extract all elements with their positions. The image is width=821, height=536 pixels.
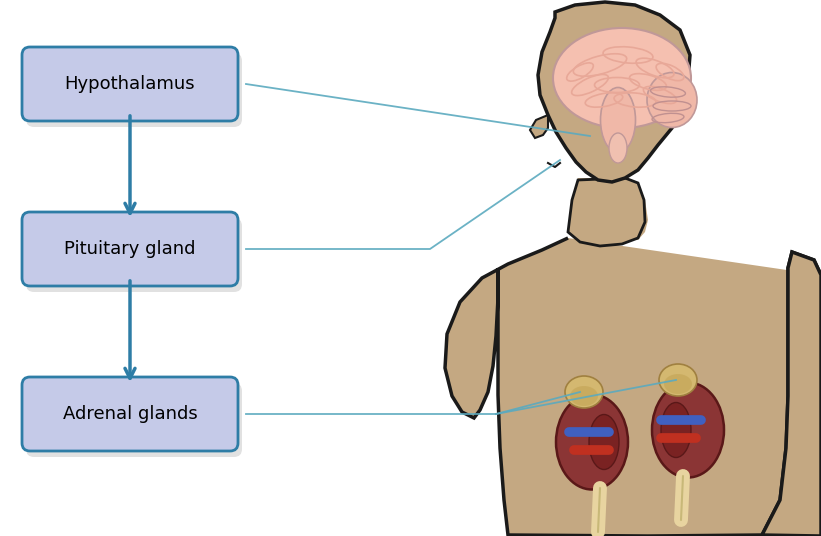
FancyBboxPatch shape <box>26 53 242 127</box>
FancyBboxPatch shape <box>22 47 238 121</box>
Text: Adrenal glands: Adrenal glands <box>62 405 197 423</box>
Polygon shape <box>568 178 645 246</box>
Polygon shape <box>570 178 648 240</box>
FancyBboxPatch shape <box>26 383 242 457</box>
Ellipse shape <box>664 374 692 394</box>
Ellipse shape <box>565 376 603 408</box>
Polygon shape <box>762 252 821 536</box>
Ellipse shape <box>589 414 619 470</box>
Polygon shape <box>538 2 690 182</box>
Ellipse shape <box>553 28 691 128</box>
Polygon shape <box>445 238 821 536</box>
Text: Hypothalamus: Hypothalamus <box>65 75 195 93</box>
Ellipse shape <box>556 394 628 489</box>
Text: Pituitary gland: Pituitary gland <box>64 240 195 258</box>
FancyBboxPatch shape <box>22 212 238 286</box>
Ellipse shape <box>661 403 691 458</box>
Ellipse shape <box>570 386 598 406</box>
Ellipse shape <box>652 383 724 478</box>
Ellipse shape <box>659 364 697 396</box>
FancyBboxPatch shape <box>22 377 238 451</box>
Ellipse shape <box>609 133 627 163</box>
Polygon shape <box>530 115 548 138</box>
Ellipse shape <box>600 87 635 153</box>
FancyBboxPatch shape <box>26 218 242 292</box>
Ellipse shape <box>647 72 697 128</box>
